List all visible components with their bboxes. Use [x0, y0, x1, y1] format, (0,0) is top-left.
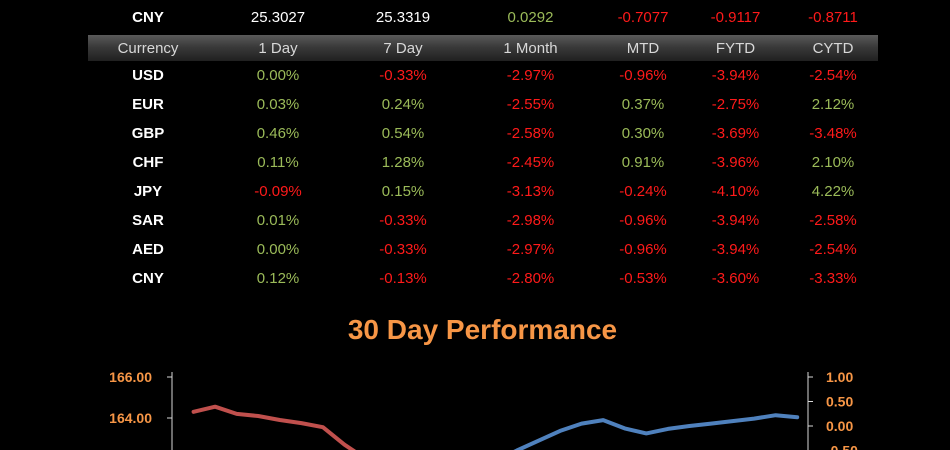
row-currency: CNY	[132, 270, 164, 287]
row-value: -3.96%	[711, 154, 760, 171]
row-value: 0.46%	[256, 125, 300, 142]
row-currency: AED	[132, 241, 164, 258]
row-value: 0.00%	[256, 241, 300, 258]
row-value: -3.33%	[809, 270, 857, 287]
row-currency: EUR	[132, 96, 164, 113]
table-row: USD 0.00% -0.33% -2.97% -0.96% -3.94% -2.54%	[88, 61, 878, 90]
row-value: -3.94%	[711, 241, 760, 258]
row-currency: JPY	[133, 183, 163, 200]
right-tick-label: -0.50	[826, 443, 858, 450]
row-value: -0.09%	[254, 183, 302, 200]
row-value: -2.97%	[506, 241, 555, 258]
row-value: 0.03%	[256, 96, 300, 113]
row-value: -0.53%	[619, 270, 667, 287]
top-row-value: -0.8711	[808, 9, 858, 26]
top-row-value: 25.3319	[375, 9, 431, 26]
row-currency: SAR	[132, 212, 164, 229]
row-currency: GBP	[131, 125, 165, 142]
row-value: -2.45%	[506, 154, 555, 171]
row-value: -2.80%	[506, 270, 555, 287]
row-value: 0.11%	[257, 154, 299, 171]
row-value: -0.24%	[619, 183, 667, 200]
row-value: -0.33%	[379, 212, 427, 229]
table-row: CNY 0.12% -0.13% -2.80% -0.53% -3.60% -3.33%	[88, 264, 878, 293]
row-currency: USD	[132, 67, 164, 84]
row-value: -3.69%	[711, 125, 760, 142]
row-value: -2.97%	[506, 67, 555, 84]
column-header: FYTD	[715, 39, 756, 57]
left-tick-label: 166.00	[109, 369, 152, 385]
row-value: -2.98%	[506, 212, 555, 229]
table-row: EUR 0.03% 0.24% -2.55% 0.37% -2.75% 2.12%	[88, 90, 878, 119]
table-row: SAR 0.01% -0.33% -2.98% -0.96% -3.94% -2.58%	[88, 206, 878, 235]
row-value: 0.01%	[256, 212, 300, 229]
row-value: 1.28%	[381, 154, 425, 171]
table-row: AED 0.00% -0.33% -2.97% -0.96% -3.94% -2.54%	[88, 235, 878, 264]
row-value: -2.54%	[809, 67, 857, 84]
right-tick-label: 0.50	[826, 394, 853, 410]
column-header: Currency	[117, 39, 179, 57]
row-value: 2.10%	[811, 154, 855, 171]
table-row: GBP 0.46% 0.54% -2.58% 0.30% -3.69% -3.48%	[88, 119, 878, 148]
table-header: Currency 1 Day 7 Day 1 Month MTD FYTD CYTD	[88, 35, 878, 61]
row-value: -2.58%	[809, 212, 857, 229]
right-tick-label: 1.00	[826, 369, 853, 385]
top-row-cny: CNY 25.3027 25.3319 0.0292 -0.7077 -0.9117 -0…	[88, 0, 878, 35]
row-value: 0.30%	[621, 125, 665, 142]
column-header: 7 Day	[383, 39, 423, 57]
row-value: -0.33%	[379, 67, 427, 84]
chart-title: 30 Day Performance	[347, 314, 618, 345]
row-value: 0.00%	[256, 67, 300, 84]
top-row-value: -0.9117	[710, 9, 761, 26]
row-value: 2.12%	[811, 96, 855, 113]
top-row-value: -0.7077	[617, 9, 669, 26]
row-value: 0.12%	[256, 270, 300, 287]
table-row: CHF 0.11% 1.28% -2.45% 0.91% -3.96% 2.10%	[88, 148, 878, 177]
row-value: -0.96%	[619, 67, 667, 84]
row-value: 0.91%	[621, 154, 665, 171]
row-value: -2.58%	[506, 125, 555, 142]
left-tick-label: 164.00	[109, 410, 152, 426]
currency-performance-table: CNY 25.3027 25.3319 0.0292 -0.7077 -0.9117 -0…	[88, 0, 878, 293]
table-row: JPY -0.09% 0.15% -3.13% -0.24% -4.10% 4.22%	[88, 177, 878, 206]
row-value: -0.96%	[619, 212, 667, 229]
row-value: -3.94%	[711, 212, 760, 229]
row-value: -0.96%	[619, 241, 667, 258]
row-value: -3.13%	[506, 183, 555, 200]
row-value: -0.33%	[379, 241, 427, 258]
column-header: 1 Month	[503, 39, 558, 57]
row-value: 0.15%	[381, 183, 425, 200]
row-value: -0.13%	[379, 270, 427, 287]
row-value: 4.22%	[811, 183, 855, 200]
series-line-left	[191, 404, 357, 450]
column-header: CYTD	[812, 39, 854, 57]
column-header: MTD	[626, 39, 660, 57]
series-line-right	[513, 413, 800, 450]
row-value: -2.54%	[809, 241, 857, 258]
top-row-currency: CNY	[132, 9, 164, 26]
row-value: 0.37%	[621, 96, 665, 113]
row-value: -4.10%	[711, 183, 760, 200]
table-body: USD 0.00% -0.33% -2.97% -0.96% -3.94% -2.54% EU…	[88, 61, 878, 293]
row-value: 0.54%	[381, 125, 425, 142]
row-value: -3.60%	[711, 270, 760, 287]
row-value: -2.75%	[711, 96, 760, 113]
row-value: -2.55%	[506, 96, 555, 113]
row-value: 0.24%	[381, 96, 425, 113]
row-currency: CHF	[132, 154, 164, 171]
row-value: -3.94%	[711, 67, 760, 84]
top-row-value: 25.3027	[250, 9, 306, 26]
column-header: 1 Day	[258, 39, 298, 57]
row-value: -3.48%	[809, 125, 857, 142]
right-tick-label: 0.00	[826, 418, 853, 434]
top-row-value: 0.0292	[507, 9, 554, 26]
